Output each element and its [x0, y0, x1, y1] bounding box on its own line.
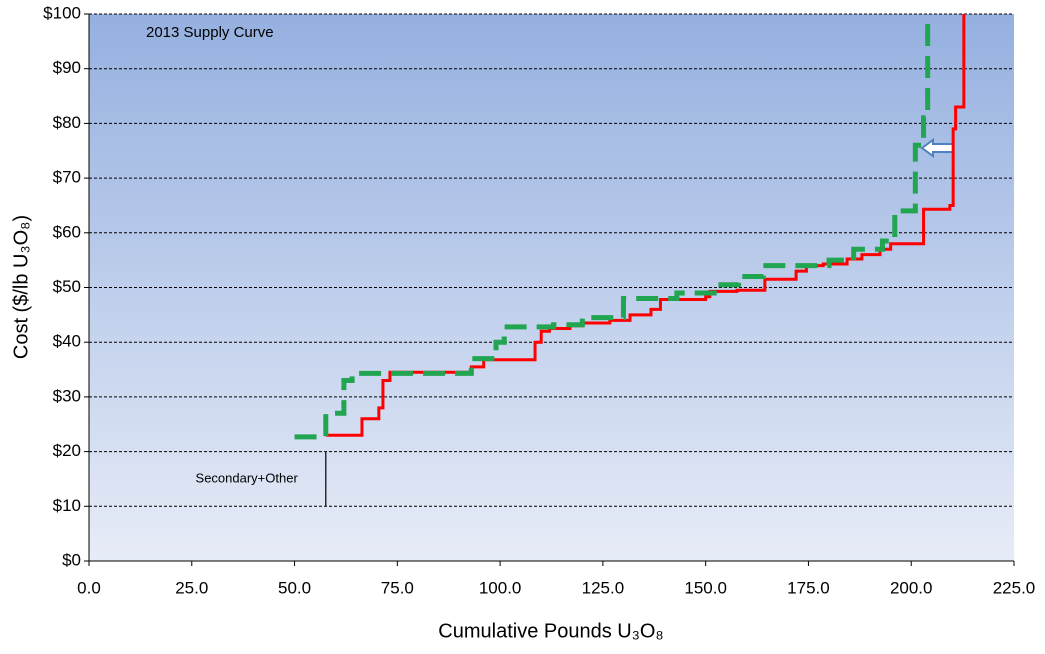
y-tick-label: $10	[53, 496, 81, 515]
y-tick-label: $60	[53, 222, 81, 241]
x-tick-label: 0.0	[77, 578, 101, 597]
y-tick-label: $0	[62, 550, 81, 569]
x-tick-label: 225.0	[993, 578, 1036, 597]
annotation: 2013 Supply Curve	[146, 24, 274, 41]
x-tick-label: 25.0	[175, 578, 208, 597]
y-tick-label: $90	[53, 58, 81, 77]
y-tick-label: $30	[53, 386, 81, 405]
y-tick-label: $20	[53, 441, 81, 460]
y-tick-label: $70	[53, 168, 81, 187]
y-axis-title: Cost ($/lb U₃O₈)	[10, 215, 32, 359]
y-tick-label: $80	[53, 113, 81, 132]
x-tick-label: 50.0	[278, 578, 311, 597]
x-tick-label: 75.0	[381, 578, 414, 597]
x-tick-label: 100.0	[479, 578, 522, 597]
annotation: Secondary+Other	[196, 470, 299, 485]
x-axis-title: Cumulative Pounds U₃O₈	[438, 620, 663, 642]
x-tick-label: 125.0	[582, 578, 625, 597]
x-tick-label: 175.0	[787, 578, 830, 597]
x-tick-label: 200.0	[890, 578, 933, 597]
supply-curve	[325, 14, 966, 437]
y-tick-label: $50	[53, 277, 81, 296]
x-tick-label: 150.0	[684, 578, 727, 597]
y-tick-label: $40	[53, 332, 81, 351]
supply-curve	[294, 14, 931, 440]
y-tick-label: $100	[43, 3, 81, 22]
